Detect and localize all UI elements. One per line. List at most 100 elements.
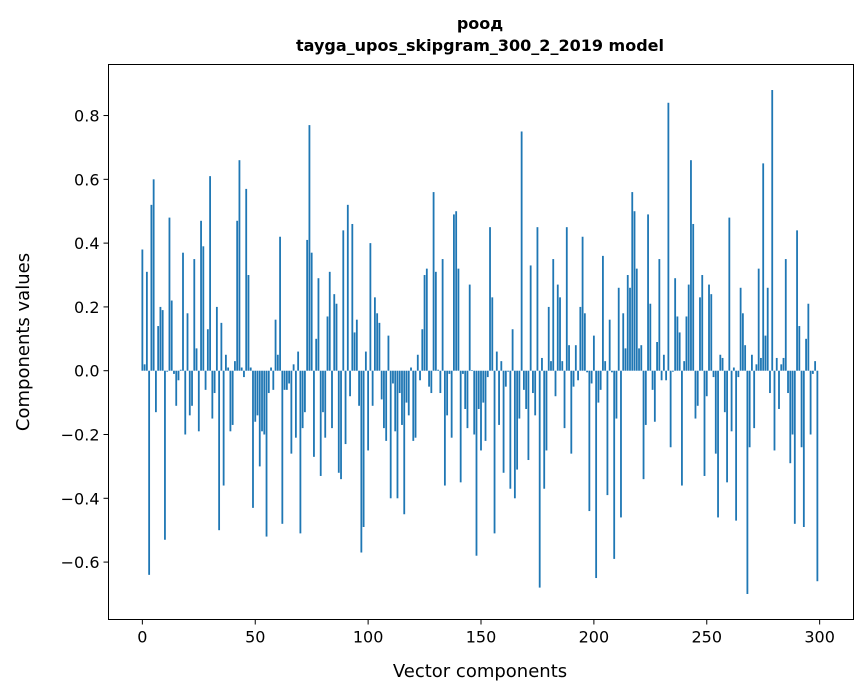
bar-90 <box>344 370 347 445</box>
bar-121 <box>414 370 417 438</box>
x-tick-label: 250 <box>691 628 722 647</box>
bar-248 <box>701 275 704 371</box>
bar-267 <box>744 345 747 371</box>
bar-268 <box>746 370 749 594</box>
bar-265 <box>739 287 742 371</box>
bar-112 <box>394 370 397 432</box>
chart-title: роод <box>457 14 503 33</box>
bar-198 <box>588 370 591 512</box>
bar-180 <box>547 306 550 371</box>
bar-197 <box>586 370 589 373</box>
bar-199 <box>590 370 593 384</box>
bar-165 <box>513 370 516 499</box>
bar-45 <box>243 370 245 378</box>
bar-236 <box>674 278 677 371</box>
bar-261 <box>730 370 733 432</box>
x-tick-label: 200 <box>579 628 610 647</box>
bar-288 <box>791 370 794 435</box>
bar-241 <box>685 316 688 371</box>
y-axis-label: Components values <box>13 253 34 431</box>
bar-283 <box>780 364 783 371</box>
bar-195 <box>581 236 584 371</box>
bar-176 <box>538 370 541 588</box>
bar-166 <box>516 370 519 470</box>
bar-153 <box>486 370 489 378</box>
bar-93 <box>351 223 354 371</box>
bar-238 <box>678 332 681 371</box>
bar-37 <box>224 354 227 371</box>
bar-109 <box>387 335 390 371</box>
bar-70 <box>299 370 302 534</box>
bar-72 <box>304 370 306 413</box>
bar-296 <box>809 370 812 435</box>
bar-69 <box>297 351 300 371</box>
bar-159 <box>500 361 503 371</box>
bar-202 <box>597 370 600 403</box>
bar-123 <box>419 370 421 381</box>
y-tick-label: −0.2 <box>61 426 100 445</box>
bar-172 <box>529 265 532 371</box>
bar-286 <box>787 370 789 394</box>
bar-85 <box>333 294 336 371</box>
bar-214 <box>624 348 627 371</box>
bar-280 <box>773 370 776 451</box>
bar-111 <box>392 370 394 384</box>
bar-12 <box>168 217 171 371</box>
bar-175 <box>536 227 539 371</box>
bar-117 <box>405 370 408 403</box>
bar-164 <box>511 329 514 371</box>
y-tick-label: 0.2 <box>74 298 99 317</box>
bar-178 <box>543 370 546 489</box>
bar-54 <box>263 370 266 435</box>
bar-18 <box>182 252 184 371</box>
bar-84 <box>331 370 333 429</box>
bar-120 <box>412 370 415 441</box>
bar-218 <box>633 211 636 371</box>
bar-91 <box>346 204 349 371</box>
bar-122 <box>416 354 419 371</box>
bar-271 <box>753 370 756 429</box>
bar-162 <box>507 370 509 372</box>
plot-frame <box>108 64 854 620</box>
bar-193 <box>577 370 579 381</box>
bar-141 <box>459 370 462 483</box>
bar-0 <box>141 249 144 371</box>
bar-48 <box>249 367 252 371</box>
bar-247 <box>699 297 701 371</box>
bar-169 <box>522 370 525 390</box>
bar-277 <box>766 287 769 371</box>
bar-264 <box>737 370 740 378</box>
bar-43 <box>238 160 241 371</box>
bar-151 <box>482 370 485 403</box>
bar-255 <box>717 370 719 518</box>
bar-149 <box>477 370 480 409</box>
bar-222 <box>642 370 645 480</box>
bar-63 <box>283 370 286 390</box>
bar-75 <box>310 252 313 371</box>
bar-34 <box>218 370 221 531</box>
bar-89 <box>342 230 345 371</box>
bar-100 <box>367 370 370 451</box>
bar-289 <box>793 370 796 524</box>
bar-29 <box>206 329 209 371</box>
bar-22 <box>191 370 193 406</box>
bar-221 <box>640 345 643 371</box>
bar-135 <box>446 370 449 416</box>
bar-87 <box>337 370 340 473</box>
bar-185 <box>559 297 561 371</box>
bar-181 <box>550 361 552 371</box>
bar-2 <box>145 271 148 371</box>
bar-244 <box>692 223 695 371</box>
bar-191 <box>572 370 575 387</box>
bar-31 <box>211 370 214 419</box>
bar-80 <box>322 370 324 413</box>
bar-232 <box>665 370 668 381</box>
bar-220 <box>638 348 640 371</box>
bar-297 <box>811 370 814 374</box>
bar-291 <box>798 326 801 371</box>
bar-242 <box>687 284 690 371</box>
bar-119 <box>410 367 412 371</box>
bar-174 <box>534 370 537 416</box>
bar-44 <box>240 367 243 371</box>
y-tick-label: −0.4 <box>61 489 100 508</box>
